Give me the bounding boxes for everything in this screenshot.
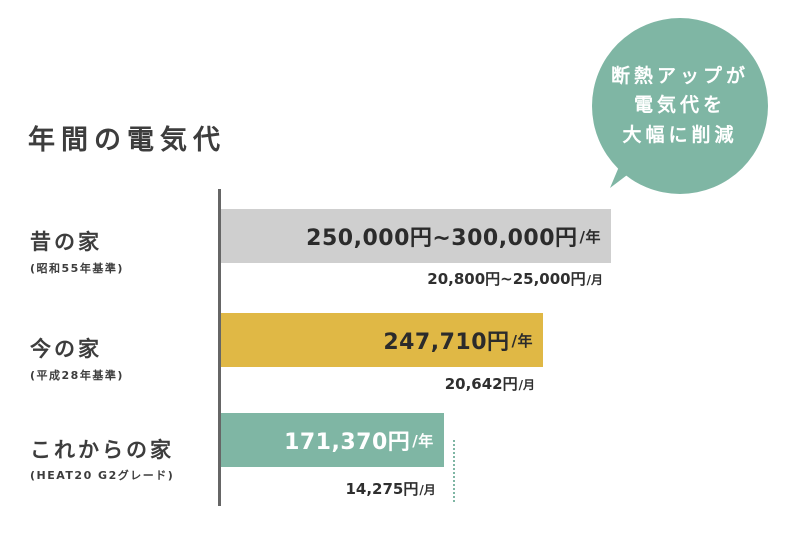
monthly-value-unit: /月 xyxy=(586,273,603,287)
chart-title: 年間の電気代 xyxy=(28,125,226,156)
bar-value: 247,710円 xyxy=(383,330,510,355)
category-label: これからの家 xyxy=(30,438,174,462)
y-axis-line xyxy=(218,189,221,506)
bar-end-dotted-line xyxy=(453,440,455,502)
category-sublabel: (HEAT20 G2グレード) xyxy=(30,469,175,482)
bar-value: 250,000円~300,000円 xyxy=(306,226,578,251)
bar-future-house xyxy=(221,413,444,467)
bar-value-label: 171,370円/年 xyxy=(221,413,434,467)
bubble-line: 電気代を xyxy=(633,94,726,117)
monthly-value-label: 20,800円~25,000円/月 xyxy=(221,268,603,289)
bar-value-label: 247,710円/年 xyxy=(221,313,533,367)
bar-value-label: 250,000円~300,000円/年 xyxy=(221,209,601,263)
monthly-value-unit: /月 xyxy=(419,483,436,497)
monthly-value-label: 14,275円/月 xyxy=(221,478,436,499)
speech-bubble: 断熱アップが 電気代を 大幅に削減 xyxy=(592,18,768,194)
category-label: 今の家 xyxy=(30,337,102,361)
monthly-value: 20,642円 xyxy=(444,375,518,393)
bar-value: 171,370円 xyxy=(284,430,411,455)
bar-value-unit: /年 xyxy=(412,431,434,450)
category-sublabel: (平成28年基準) xyxy=(30,369,124,382)
category-label: 昔の家 xyxy=(30,230,102,254)
monthly-value: 14,275円 xyxy=(345,480,419,498)
monthly-value-label: 20,642円/月 xyxy=(221,373,535,394)
bar-value-unit: /年 xyxy=(511,331,534,350)
monthly-value: 20,800円~25,000円 xyxy=(427,270,586,288)
bar-value-unit: /年 xyxy=(579,227,601,246)
category-sublabel: (昭和55年基準) xyxy=(30,262,124,275)
bar-current-house xyxy=(221,313,544,367)
bubble-line: 断熱アップが xyxy=(610,64,749,87)
bar-old-house xyxy=(221,209,611,263)
bubble-line: 大幅に削減 xyxy=(622,123,738,146)
monthly-value-unit: /月 xyxy=(518,378,536,392)
